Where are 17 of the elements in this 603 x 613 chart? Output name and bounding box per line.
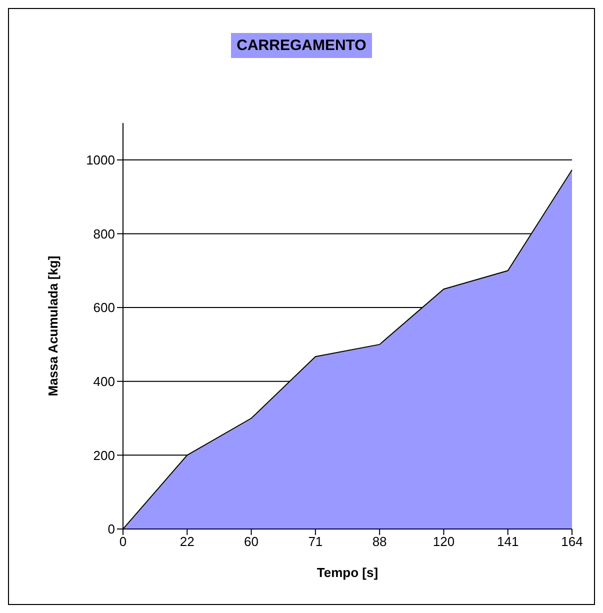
x-axis-title: Tempo [s]	[316, 565, 378, 580]
y-tick-label: 600	[93, 300, 115, 316]
x-tick-label: 164	[561, 534, 583, 550]
chart-title: CARREGAMENTO	[230, 33, 372, 58]
x-tick-label: 60	[244, 534, 259, 550]
y-tick-label: 1000	[86, 152, 115, 168]
x-tick-label: 120	[432, 534, 455, 550]
x-tick-label: 71	[308, 534, 323, 550]
x-tick-label: 22	[180, 534, 194, 550]
x-tick-label: 0	[119, 534, 127, 550]
y-tick-label: 200	[93, 448, 115, 463]
y-tick-label: 800	[93, 226, 115, 242]
x-tick-label: 88	[372, 534, 387, 550]
x-tick-label: 141	[497, 534, 519, 550]
y-tick-label: 0	[108, 522, 115, 537]
y-axis-title: Massa Acumulada [kg]	[46, 256, 61, 396]
y-tick-label: 400	[93, 374, 115, 389]
